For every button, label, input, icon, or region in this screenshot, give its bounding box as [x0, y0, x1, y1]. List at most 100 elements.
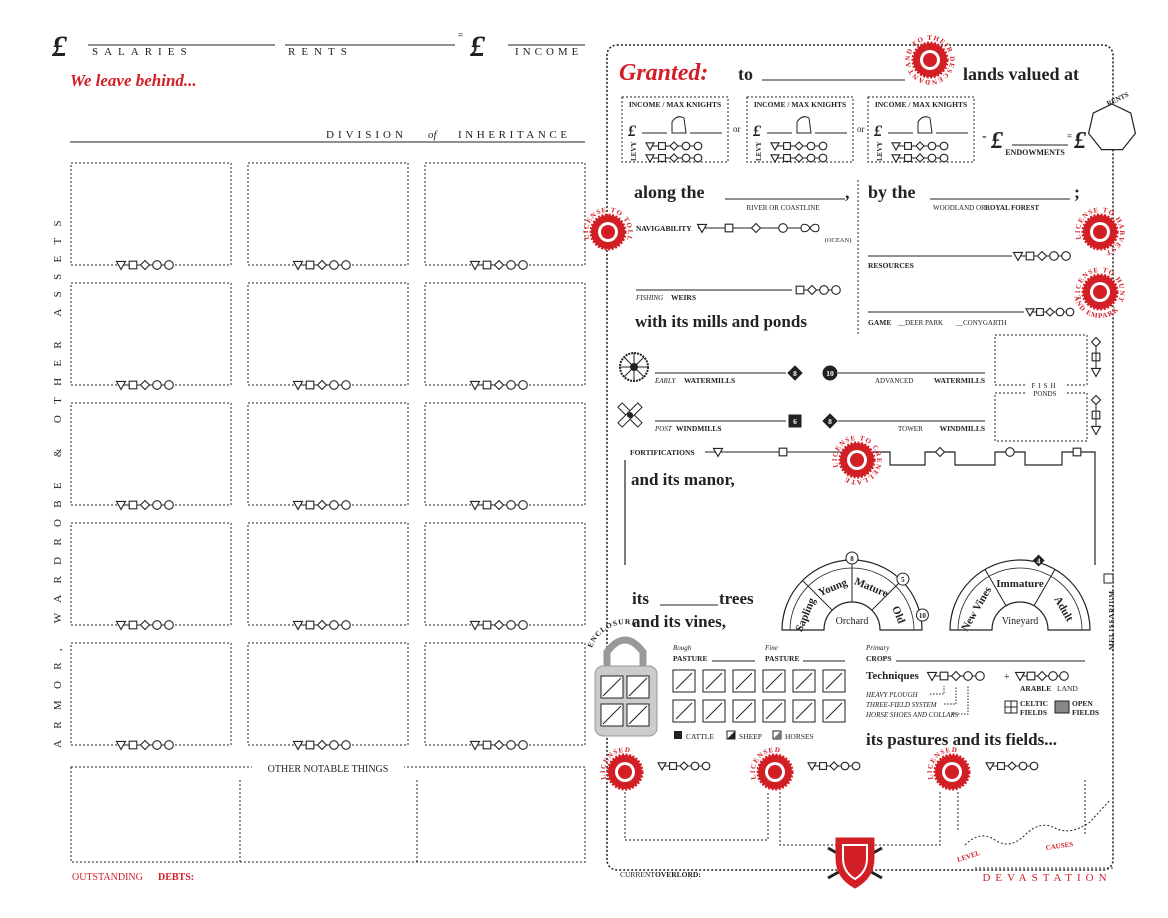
currency: £: [873, 123, 883, 140]
fortifications: FORTIFICATIONS: [630, 448, 695, 457]
track-triangle: [1090, 367, 1102, 378]
track-diamond: [139, 499, 151, 511]
track-triangle: [115, 380, 127, 391]
track-circle: [681, 141, 691, 151]
seal: LICENSED: [599, 746, 644, 791]
income-box: [867, 96, 975, 163]
track-square: [658, 154, 666, 162]
track-triangle: [115, 740, 127, 751]
track-circle: [1018, 761, 1028, 771]
currency: £: [1073, 128, 1087, 154]
track-circle: [164, 500, 174, 510]
asset-box: [424, 522, 586, 626]
track-circle: [164, 380, 174, 390]
track-diamond: [679, 761, 689, 771]
label-backdrop: [252, 760, 404, 774]
pasture-diagonal: [735, 702, 753, 720]
track-square: [819, 762, 827, 770]
track-diamond: [493, 739, 505, 751]
cost-badge: [788, 414, 802, 428]
overlord: OVERLORD:: [655, 870, 701, 879]
track-square: [658, 142, 666, 150]
rough: Rough: [672, 644, 692, 652]
fan-divider: [984, 569, 1007, 607]
plus: +: [1004, 672, 1010, 683]
rents: RENTS: [288, 46, 353, 58]
equals: =: [458, 30, 463, 40]
track-diamond: [1090, 336, 1102, 348]
track-diamond: [1036, 250, 1048, 262]
outstanding: OUTSTANDING: [72, 872, 143, 883]
fish: FISH: [1031, 382, 1058, 390]
track-circle: [818, 141, 828, 151]
open: OPEN: [1072, 699, 1093, 708]
track-square: [1072, 447, 1082, 457]
windmills: WINDMILLS: [676, 424, 721, 433]
track-square: [904, 142, 912, 150]
track-square: [1025, 251, 1035, 261]
seal: LICENSE TO TOLL: [582, 206, 633, 251]
seal-core: [768, 765, 782, 779]
deer-park: __DEER PARK: [897, 319, 943, 327]
levy: LEVY: [876, 142, 884, 161]
income-max-knights: INCOME / MAX KNIGHTS: [875, 100, 967, 109]
seal-core: [945, 765, 959, 779]
asset-box: [70, 642, 232, 746]
track-circle: [506, 260, 516, 270]
track-triangle: [115, 500, 127, 511]
rents: RENTS: [1105, 91, 1130, 108]
track-square: [305, 740, 315, 750]
track-square: [783, 142, 791, 150]
lock-diagonal: [602, 705, 622, 725]
track-circle: [518, 740, 528, 750]
devastation-paths: [624, 780, 1086, 846]
seal-core: [618, 765, 632, 779]
orchard-costs: 8: [850, 555, 854, 563]
weirs: WEIRS: [671, 293, 696, 302]
and-its-vines: and its vines,: [632, 612, 726, 631]
track-diamond: [750, 222, 762, 234]
pasture-diagonal: [675, 702, 693, 720]
income-max-knights: INCOME / MAX KNIGHTS: [629, 100, 721, 109]
pasture-diagonal: [765, 672, 783, 690]
currency: £: [627, 123, 637, 140]
track-square: [939, 671, 949, 681]
track-square: [305, 380, 315, 390]
track-circle: [506, 380, 516, 390]
track-diamond: [829, 761, 839, 771]
track-square: [997, 762, 1005, 770]
track-triangle: [1025, 308, 1035, 318]
asset-box: [424, 402, 586, 506]
track-circle: [518, 500, 528, 510]
track-circle: [506, 620, 516, 630]
track-diamond: [1036, 670, 1048, 682]
along-the: along the: [634, 182, 705, 202]
vine-cost: 4: [1037, 557, 1041, 565]
orchard-costs: 10: [919, 612, 927, 620]
of: of: [428, 129, 439, 141]
division: DIVISION: [326, 129, 407, 141]
lands-valued-at: lands valued at: [963, 64, 1079, 84]
asset-box: [247, 402, 409, 506]
track-circle: [518, 380, 528, 390]
pasture-diagonal: [675, 672, 693, 690]
watermill-icon: [619, 352, 649, 382]
track-circle: [681, 153, 691, 163]
track-triangle: [469, 380, 481, 391]
track-diamond: [915, 153, 925, 163]
fan-inner: [957, 567, 1083, 631]
comma: ,: [845, 182, 850, 202]
track-circle: [927, 141, 937, 151]
track-diamond: [950, 670, 962, 682]
asset-box: [247, 282, 409, 386]
track-square: [305, 620, 315, 630]
track-circle: [806, 141, 816, 151]
track-diamond: [316, 739, 328, 751]
track-diamond: [493, 619, 505, 631]
track-diamond: [139, 619, 151, 631]
track-circle: [164, 260, 174, 270]
techniques: Techniques: [866, 670, 920, 682]
pasture: PASTURE: [765, 654, 799, 663]
